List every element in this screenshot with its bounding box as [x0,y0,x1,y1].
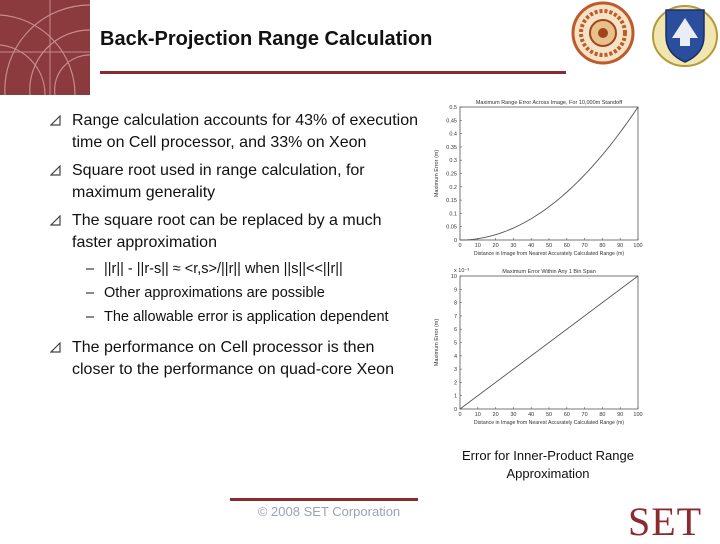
dash-bullet: – [86,285,95,301]
chart0-x-tick-label: 40 [528,243,534,249]
set-logo: SET [628,499,703,544]
title-underline [100,71,566,74]
chart0-y-tick-label: 0.4 [449,132,457,138]
chart0-y-tick-label: 0 [454,238,457,244]
chart1-y-exponent-label: x 10⁻³ [454,268,469,274]
dash-bullet: – [86,309,95,325]
chart0-x-tick-label: 30 [510,243,516,249]
slide-title: Back-Projection Range Calculation [100,28,433,50]
chart1-y-axis-label: Maximum Error (m) [434,319,440,367]
chart0-y-tick-label: 0.25 [446,172,457,178]
chart1-x-tick-label: 0 [458,412,461,418]
chart0-x-tick-label: 20 [493,243,499,249]
bullet-text: Square root used in range calculation, f… [72,162,365,201]
chart1-x-tick-label: 100 [633,412,642,418]
chart1-x-tick-label: 90 [617,412,623,418]
chart1-y-tick-label: 10 [451,274,457,280]
triangle-bullet-icon [50,115,61,126]
bullet-list: Range calculation accounts for 43% of ex… [50,110,420,387]
chart1-y-tick-label: 7 [454,314,457,320]
chart0-y-tick-label: 0.15 [446,198,457,204]
chart0-x-tick-label: 100 [633,243,642,249]
chart0-y-tick-label: 0.2 [449,185,457,191]
chart0-plot-area [459,106,639,241]
chart0-y-tick-label: 0.5 [449,105,457,111]
chart1-series-line [459,275,639,410]
chart0-y-tick-label: 0.05 [446,225,457,231]
chart1-title: Maximum Error Within Any 1 Bin Span [502,269,596,275]
chart1-y-tick-label: 8 [454,301,457,307]
sub-bullet-item: – ||r|| - ||r-s|| ≈ <r,s>/||r|| when ||s… [50,260,420,279]
bullet-item: The performance on Cell processor is the… [50,337,420,381]
chart0-x-tick-label: 10 [475,243,481,249]
air-force-shield-icon [650,0,720,70]
figure-caption: Error for Inner-Product Range Approximat… [462,448,634,481]
chart0-y-axis-label: Maximum Error (m) [434,150,440,198]
chart0-title: Maximum Range Error Across Image, For 10… [476,100,623,106]
chart1-y-tick-label: 4 [454,354,457,360]
chart1-y-tick-label: 2 [454,380,457,386]
copyright-text: © 2008 SET Corporation [257,504,401,519]
chart0-x-tick-label: 50 [546,243,552,249]
sub-bullet-text: ||r|| - ||r-s|| ≈ <r,s>/||r|| when ||s||… [104,261,343,277]
chart1-x-tick-label: 10 [475,412,481,418]
sub-bullet-text: The allowable error is application depen… [104,309,389,325]
triangle-bullet-icon [50,165,61,176]
bullet-text: The performance on Cell processor is the… [72,339,394,378]
range-error-chart: Maximum Range Error Across Image, For 10… [420,95,645,265]
chart1-y-tick-label: 9 [454,287,457,293]
bullet-item: Square root used in range calculation, f… [50,160,420,204]
chart0-y-tick-label: 0.45 [446,118,457,124]
chart1-x-tick-label: 70 [582,412,588,418]
chart1-y-tick-label: 6 [454,327,457,333]
chart1-y-tick-label: 3 [454,367,457,373]
triangle-bullet-icon [50,342,61,353]
chart0-x-tick-label: 60 [564,243,570,249]
triangle-bullet-icon [50,215,61,226]
chart0-x-tick-label: 70 [582,243,588,249]
corner-decoration [0,0,90,95]
sub-bullet-item: – Other approximations are possible [50,284,420,303]
chart0-x-axis-label: Distance in Image from Nearest Accuratel… [474,251,624,257]
bullet-item: Range calculation accounts for 43% of ex… [50,110,420,154]
bullet-item: The square root can be replaced by a muc… [50,210,420,254]
chart0-y-tick-label: 0.35 [446,145,457,151]
chart1-x-tick-label: 80 [599,412,605,418]
sub-bullet-item: – The allowable error is application dep… [50,308,420,327]
chart1-x-tick-label: 40 [528,412,534,418]
chart0-y-tick-label: 0.3 [449,158,457,164]
chart0-series-line [459,106,639,241]
bullet-text: The square root can be replaced by a muc… [72,212,382,251]
bullet-text: Range calculation accounts for 43% of ex… [72,112,418,151]
chart1-y-tick-label: 1 [454,394,457,400]
chart0-x-tick-label: 0 [458,243,461,249]
chart1-x-tick-label: 50 [546,412,552,418]
chart1-x-tick-label: 20 [493,412,499,418]
chart0-y-tick-label: 0.1 [449,211,457,217]
chart1-y-tick-label: 5 [454,341,457,347]
sub-bullet-text: Other approximations are possible [104,285,325,301]
footer-rule [230,498,418,501]
chart1-x-axis-label: Distance in Image from Nearest Accuratel… [474,420,624,426]
chart1-x-tick-label: 60 [564,412,570,418]
university-seal-icon [568,0,638,70]
chart1-y-tick-label: 0 [454,407,457,413]
chart0-x-tick-label: 80 [599,243,605,249]
chart0-x-tick-label: 90 [617,243,623,249]
dash-bullet: – [86,261,95,277]
chart1-x-tick-label: 30 [510,412,516,418]
